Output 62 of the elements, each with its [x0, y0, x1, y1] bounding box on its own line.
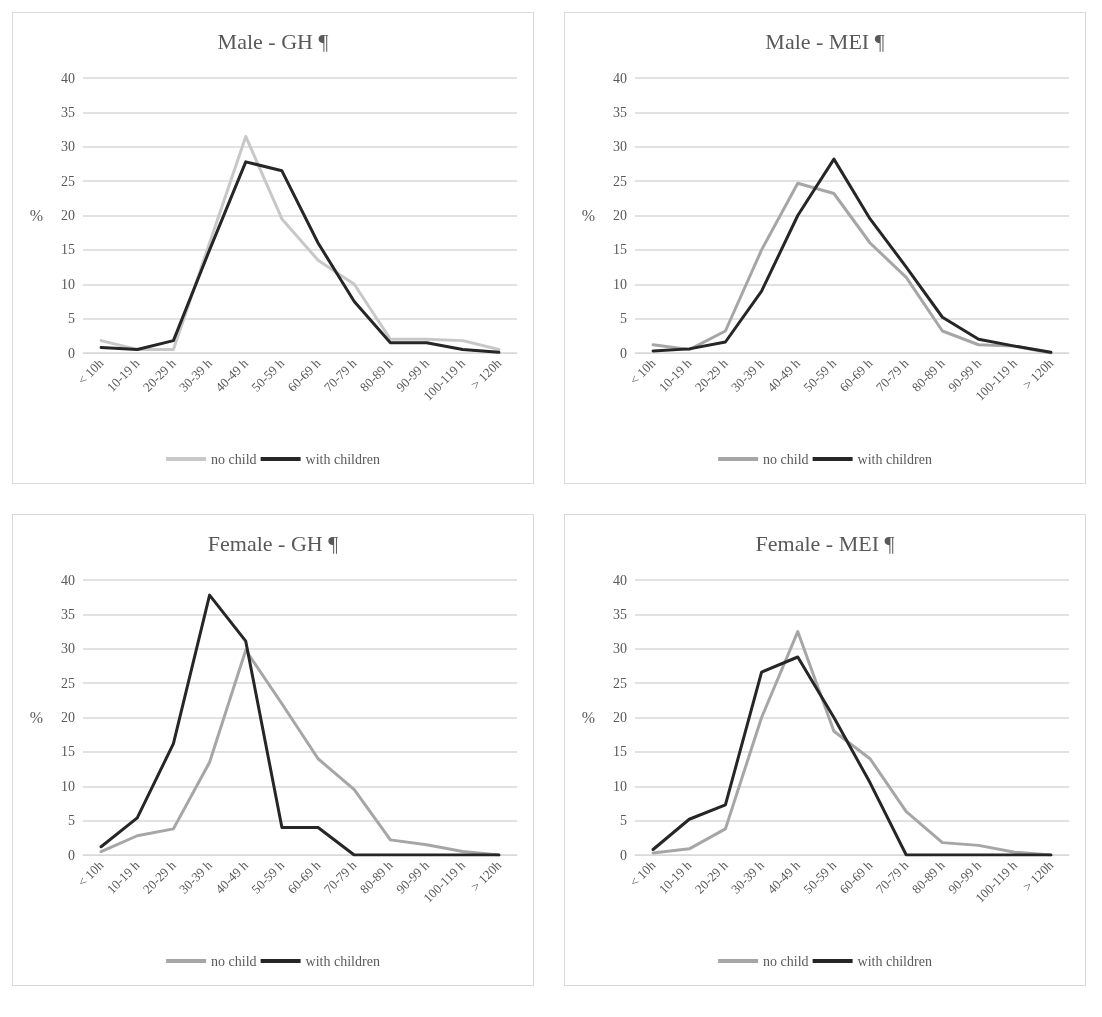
y-tick-label: 30 — [61, 139, 75, 155]
legend-label: no child — [211, 451, 257, 467]
legend-label: with children — [857, 451, 932, 467]
y-tick-label: 5 — [68, 311, 75, 327]
y-tick-label: 35 — [613, 606, 627, 622]
y-axis-title: % — [581, 207, 595, 224]
y-tick-label: 40 — [61, 70, 75, 86]
y-axis-title: % — [29, 709, 43, 726]
y-tick-label: 35 — [613, 104, 627, 120]
y-tick-label: 5 — [620, 813, 627, 829]
y-tick-label: 20 — [61, 208, 75, 223]
y-tick-label: 20 — [61, 710, 75, 725]
x-tick-label: > 120h — [467, 355, 505, 393]
y-tick-label: 30 — [61, 641, 75, 657]
y-axis-title: % — [581, 709, 595, 726]
y-tick-label: 30 — [613, 139, 627, 155]
y-tick-label: 20 — [613, 208, 627, 223]
y-tick-label: 0 — [68, 847, 75, 863]
line-series — [99, 593, 501, 857]
x-tick-label: < 10h — [626, 355, 659, 388]
y-tick-label: 15 — [61, 744, 75, 760]
y-tick-label: 10 — [613, 778, 627, 794]
legend-label: with children — [305, 451, 380, 467]
y-tick-label: 40 — [613, 572, 627, 588]
legend-label: no child — [763, 451, 809, 467]
y-tick-label: 5 — [68, 813, 75, 829]
y-tick-label: 15 — [61, 242, 75, 258]
y-tick-label: 40 — [61, 572, 75, 588]
chart-title: Female - GH ¶ — [207, 530, 339, 556]
y-tick-label: 25 — [613, 173, 627, 189]
chart-title: Male - MEI ¶ — [765, 28, 885, 54]
y-tick-label: 5 — [620, 311, 627, 327]
y-tick-label: 35 — [61, 104, 75, 120]
y-tick-label: 40 — [613, 70, 627, 86]
y-tick-label: 0 — [620, 345, 627, 361]
legend-label: with children — [857, 953, 932, 969]
legend-label: no child — [211, 953, 257, 969]
x-tick-label: > 120h — [1019, 857, 1057, 895]
y-tick-label: 25 — [61, 675, 75, 691]
chart-title: Female - MEI ¶ — [755, 530, 895, 556]
x-tick-label: < 10h — [74, 355, 107, 388]
y-tick-label: 15 — [613, 744, 627, 760]
x-tick-label: < 10h — [74, 857, 107, 890]
x-tick-label: > 120h — [1019, 355, 1057, 393]
y-tick-label: 15 — [613, 242, 627, 258]
legend-label: with children — [305, 953, 380, 969]
y-tick-label: 30 — [613, 641, 627, 657]
y-tick-label: 0 — [620, 847, 627, 863]
y-tick-label: 20 — [613, 710, 627, 725]
x-tick-label: > 120h — [467, 857, 505, 895]
y-tick-label: 35 — [61, 606, 75, 622]
line-series — [99, 648, 501, 857]
y-tick-label: 25 — [613, 675, 627, 691]
y-axis-title: % — [29, 207, 43, 224]
y-tick-label: 10 — [61, 276, 75, 292]
y-tick-label: 10 — [61, 778, 75, 794]
y-tick-label: 0 — [68, 345, 75, 361]
chart-title: Male - GH ¶ — [217, 28, 329, 54]
x-tick-label: < 10h — [626, 857, 659, 890]
legend-label: no child — [763, 953, 809, 969]
y-tick-label: 10 — [613, 276, 627, 292]
y-tick-label: 25 — [61, 173, 75, 189]
